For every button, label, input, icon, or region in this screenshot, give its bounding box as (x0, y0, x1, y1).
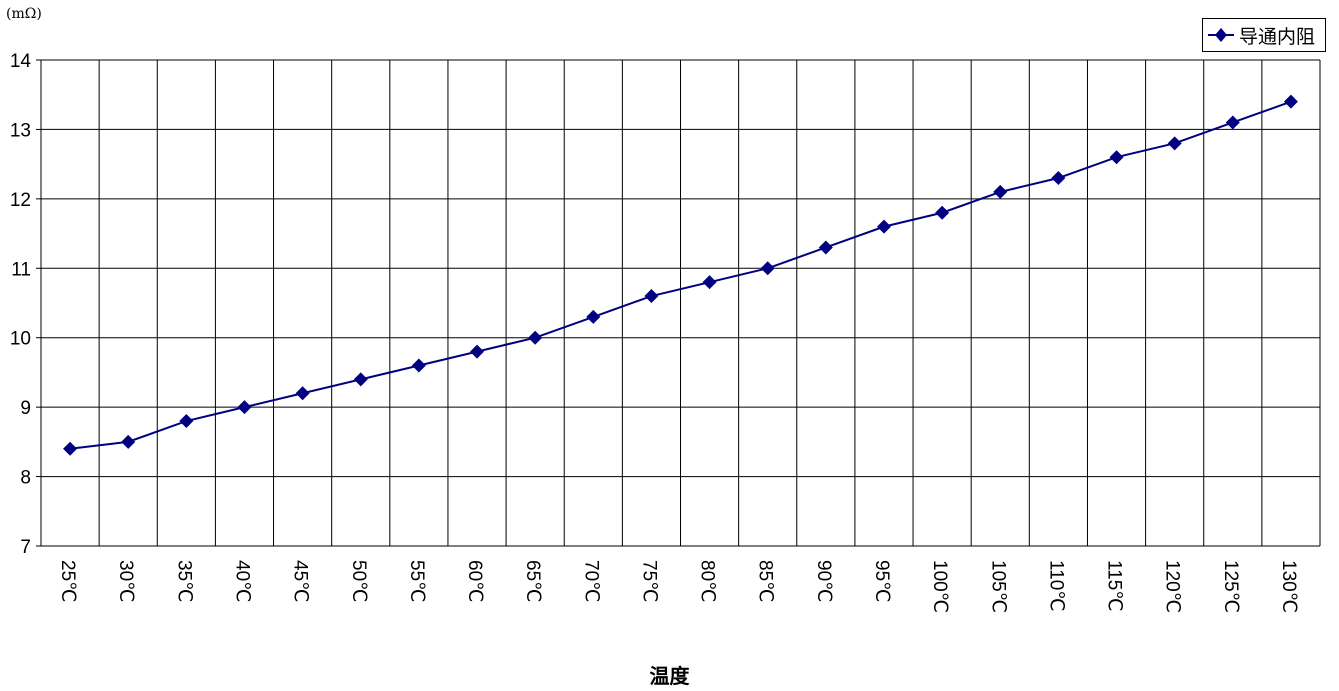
data-point-marker (644, 289, 659, 304)
y-axis-ticks: 7 8 9 10 11 12 13 14 (10, 51, 41, 558)
x-tick-label: 95℃ (871, 560, 892, 602)
x-tick-label: 80℃ (697, 560, 718, 602)
data-point-marker (993, 184, 1008, 199)
data-point-marker (1051, 171, 1066, 186)
x-tick-label: 115℃ (1104, 560, 1125, 612)
legend-label: 导通内阻 (1239, 25, 1316, 48)
y-tick-label: 10 (10, 329, 31, 350)
data-point-marker (295, 386, 310, 401)
x-tick-label: 110℃ (1045, 560, 1066, 612)
x-tick-label: 25℃ (57, 560, 78, 602)
y-tick-label: 7 (20, 537, 31, 558)
x-tick-label: 55℃ (406, 560, 427, 602)
data-point-marker (1167, 136, 1182, 151)
series-line (69, 100, 1292, 450)
data-point-marker (528, 330, 543, 345)
x-tick-label: 60℃ (464, 560, 485, 602)
data-point-marker (1109, 150, 1124, 165)
data-point-marker (935, 205, 950, 220)
data-point-marker (876, 219, 891, 234)
y-tick-label: 12 (10, 190, 31, 211)
y-tick-label: 8 (20, 468, 31, 489)
data-point-marker (179, 414, 194, 429)
x-tick-label: 65℃ (522, 560, 543, 602)
data-series (63, 94, 1298, 456)
data-point-marker (818, 240, 833, 255)
data-point-marker (1283, 94, 1298, 109)
x-tick-label: 40℃ (231, 560, 252, 602)
data-point-marker (411, 358, 426, 373)
y-tick-label: 11 (11, 259, 31, 280)
y-tick-label: 14 (10, 51, 32, 72)
data-point-marker (63, 441, 78, 456)
data-point-marker (1225, 115, 1240, 130)
x-tick-label: 120℃ (1162, 560, 1183, 613)
x-axis-title: 温度 (649, 664, 690, 688)
x-tick-label: 125℃ (1220, 560, 1241, 613)
data-point-marker (470, 344, 485, 359)
x-axis-ticks: 25℃ 30℃ 35℃ 40℃ 45℃ 50℃ 55℃ 60℃ 65℃ 70℃ 75℃ 80℃ 85℃ 9… (57, 560, 1299, 613)
x-tick-label: 70℃ (580, 560, 601, 602)
x-tick-label: 50℃ (348, 560, 369, 602)
x-tick-label: 90℃ (813, 560, 834, 602)
data-point-marker (702, 275, 717, 290)
legend: 导通内阻 (1202, 18, 1326, 52)
x-tick-label: 75℃ (638, 560, 659, 602)
data-point-marker (586, 309, 601, 324)
x-tick-label: 105℃ (987, 560, 1008, 613)
data-point-marker (353, 372, 368, 387)
x-tick-label: 30℃ (115, 560, 136, 602)
x-tick-label: 100℃ (929, 560, 950, 613)
x-tick-label: 130℃ (1278, 560, 1299, 613)
data-point-marker (121, 434, 136, 449)
data-point-marker (237, 400, 252, 415)
x-tick-label: 45℃ (290, 560, 311, 602)
legend-marker-icon (1208, 28, 1234, 42)
y-tick-label: 9 (20, 398, 31, 419)
x-tick-label: 35℃ (173, 560, 194, 602)
data-point-marker (760, 261, 775, 276)
grid-lines (40, 59, 1321, 547)
y-axis-unit-label: (mΩ) (6, 6, 42, 22)
y-tick-label: 13 (10, 120, 31, 141)
x-tick-label: 85℃ (755, 560, 776, 602)
